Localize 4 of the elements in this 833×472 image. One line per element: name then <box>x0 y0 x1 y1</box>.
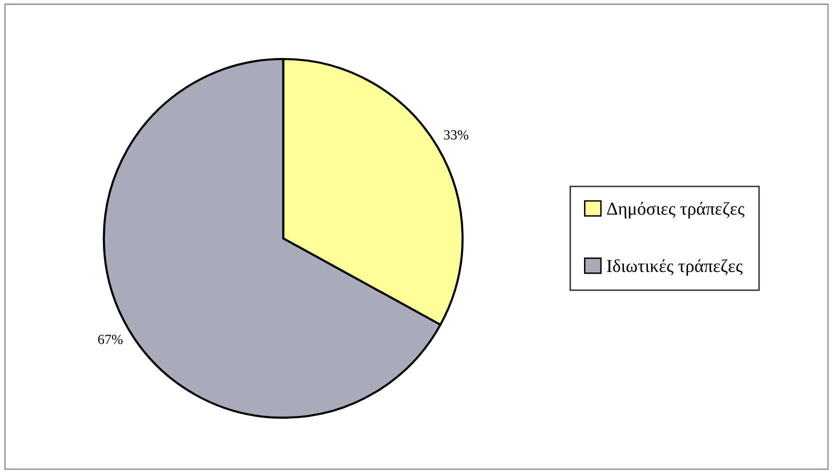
legend-label: Δημόσιες τράπεζες <box>607 202 744 219</box>
legend-label: Ιδιωτικές τράπεζες <box>607 259 743 276</box>
data-label: 33% <box>444 130 468 140</box>
data-label: 67% <box>98 334 123 344</box>
